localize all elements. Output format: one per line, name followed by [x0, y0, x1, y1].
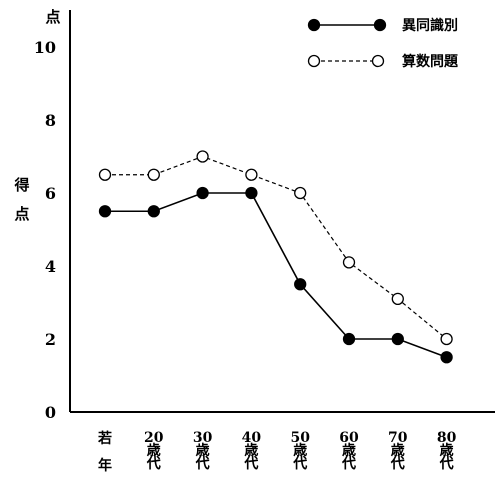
data-point-0-4: [294, 278, 307, 291]
legend-item-0: 異同識別: [307, 17, 458, 34]
data-point-1-6: [391, 292, 404, 306]
data-point-1-0: [98, 168, 112, 181]
series-line-1: [105, 155, 447, 340]
data-point-0-2: [196, 186, 209, 200]
axes: [69, 10, 495, 413]
data-point-0-6: [391, 332, 404, 346]
y-axis-title-char-2: 点: [14, 205, 29, 223]
x-tick-label: 60: [339, 430, 359, 446]
data-point-1-1: [147, 168, 160, 181]
y-tick-label: 2: [45, 330, 56, 349]
y-tick-label: 8: [45, 111, 56, 130]
x-tick-label: 代: [390, 455, 405, 472]
data-point-0-5: [342, 332, 356, 346]
legend-marker-0-end: [373, 18, 387, 32]
y-tick-label: 6: [45, 184, 56, 203]
legend-label-1: 算数問題: [402, 53, 459, 70]
y-tick-label: 10: [34, 38, 56, 57]
data-point-0-3: [245, 186, 258, 200]
x-tick-label: 歳: [293, 442, 307, 459]
y-axis-title: 得 点: [13, 176, 29, 223]
x-tick-label: 代: [439, 455, 454, 472]
legend-marker-1-start: [307, 54, 321, 68]
x-tick-label: 歳: [244, 442, 258, 459]
x-tick-label: 歳: [391, 442, 405, 459]
x-tick-label: 20: [144, 430, 164, 446]
x-tick-label: 30: [193, 430, 213, 446]
x-tick-label: 70: [388, 430, 408, 446]
data-point-1-2: [196, 150, 209, 163]
x-tick-label: 歳: [147, 442, 161, 459]
data-point-1-4: [294, 186, 307, 200]
x-tick-label: 50: [290, 430, 310, 446]
x-tick-label: 80: [437, 430, 457, 446]
y-tick-labels: 0 2 4 6 8 10: [34, 38, 56, 422]
data-point-0-1: [147, 205, 160, 218]
data-point-0-7: [440, 351, 453, 364]
y-axis-title-char-1: 得: [13, 176, 29, 194]
series-layer: [98, 150, 453, 364]
y-unit-label: 点: [45, 8, 60, 26]
x-tick-label: 歳: [196, 442, 210, 459]
x-tick-label: 歳: [440, 442, 454, 459]
x-tick-label: 年: [98, 457, 112, 474]
legend-item-1: 算数問題: [307, 53, 459, 70]
data-point-0-0: [98, 205, 112, 218]
data-point-1-5: [342, 256, 356, 269]
legend-label-0: 異同識別: [402, 17, 458, 34]
x-tick-label: 歳: [342, 442, 356, 459]
x-tick-label: 40: [242, 430, 262, 446]
y-tick-label: 0: [45, 403, 56, 422]
x-tick-label: 代: [341, 455, 356, 472]
legend-marker-1-end: [371, 54, 385, 68]
x-tick-label: 代: [146, 455, 161, 472]
data-point-1-7: [440, 332, 453, 346]
x-tick-label: 代: [195, 455, 210, 472]
x-tick-label: 若: [97, 430, 112, 447]
legend-marker-0-start: [307, 18, 321, 32]
legend: 異同識別 算数問題: [307, 17, 459, 70]
x-tick-label: 代: [292, 455, 307, 472]
y-tick-label: 4: [45, 257, 56, 276]
data-point-1-3: [245, 168, 258, 181]
x-tick-label: 代: [243, 455, 258, 472]
series-line-0: [105, 192, 447, 358]
